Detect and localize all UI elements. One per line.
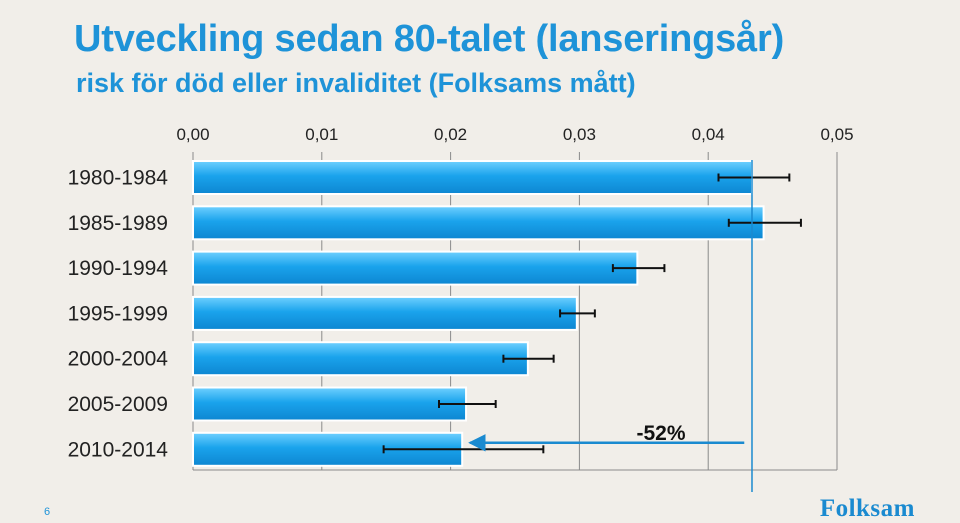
folksam-logo: Folksam (819, 495, 915, 522)
x-tick-label: 0,03 (563, 125, 596, 144)
x-tick-label: 0,00 (176, 125, 209, 144)
x-tick-label: 0,02 (434, 125, 467, 144)
y-category-label: 1995-1999 (68, 302, 168, 325)
x-tick-label: 0,05 (820, 125, 853, 144)
error-bar (502, 354, 555, 363)
error-bar (717, 173, 791, 182)
slide-number: 6 (44, 506, 51, 518)
y-category-label: 2000-2004 (68, 348, 169, 371)
y-category-label: 1990-1994 (68, 257, 169, 280)
error-bar (611, 264, 666, 273)
error-bar (438, 400, 497, 408)
bar (192, 160, 753, 195)
bar (192, 295, 578, 331)
y-category-label: 1985-1989 (68, 212, 168, 235)
y-category-label: 2010-2014 (68, 438, 169, 461)
y-category-label: 2005-2009 (68, 393, 168, 416)
decrease-annotation: -52% (636, 422, 685, 445)
x-tick-label: 0,01 (305, 125, 338, 144)
page-subtitle: risk för död eller invaliditet (Folksams… (76, 68, 636, 98)
bar (192, 386, 468, 422)
bar (192, 341, 529, 377)
error-bar (559, 309, 596, 318)
error-bar (727, 218, 802, 227)
bar (192, 250, 639, 286)
page-title: Utveckling sedan 80-talet (lanseringsår) (74, 18, 785, 60)
x-tick-label: 0,04 (692, 125, 725, 144)
y-category-label: 1980-1984 (68, 167, 169, 190)
error-bar (382, 445, 545, 454)
bar (192, 205, 765, 241)
